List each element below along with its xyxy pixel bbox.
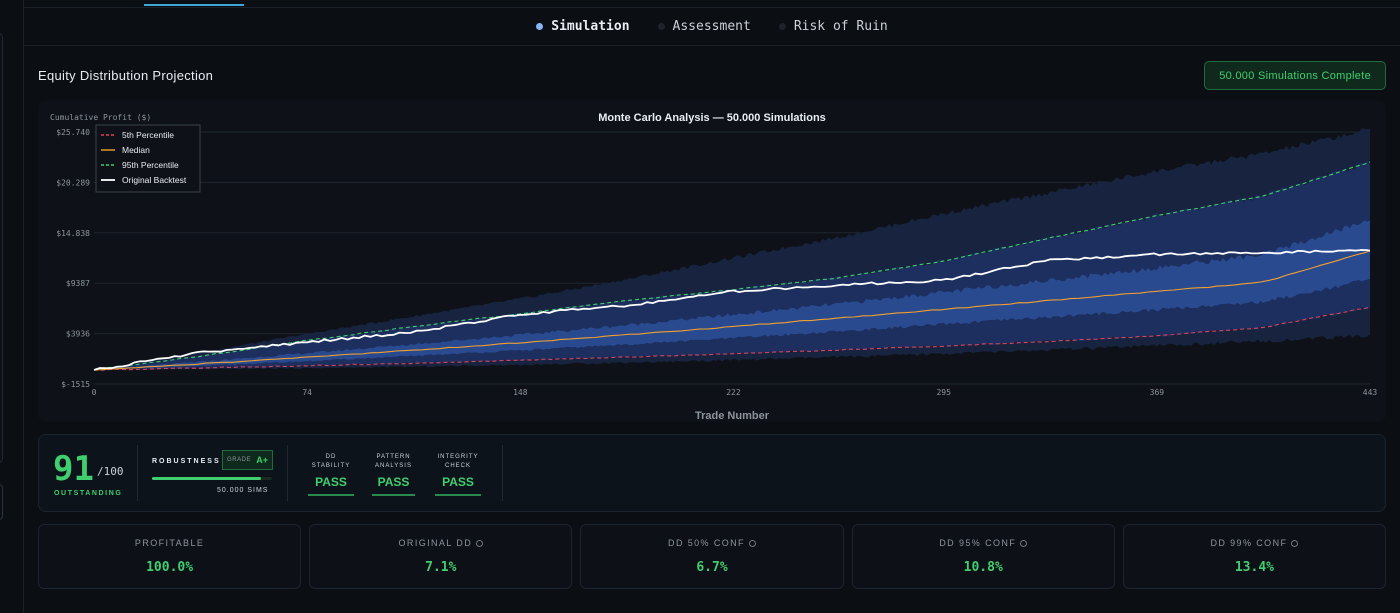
tab-label: Assessment [672, 19, 751, 34]
score-panel: 91 /100 OUTSTANDING ROBUSTNESS GRADE A+ … [38, 434, 1386, 512]
panel-divider [23, 0, 24, 613]
y-tick-label: $25.740 [56, 128, 90, 137]
info-icon[interactable] [476, 539, 484, 547]
stat-label: DD 99% CONF [1210, 538, 1288, 548]
y-tick-label: $-1515 [61, 380, 90, 389]
tab-dot-icon [536, 23, 544, 30]
check-result: PASS [442, 475, 474, 489]
tab-dot-icon [657, 23, 665, 30]
stat-dd-50-conf: DD 50% CONF 6.7% [580, 524, 844, 589]
left-panel [0, 0, 24, 613]
section-title: Equity Distribution Projection [38, 68, 214, 83]
x-tick-label: 148 [513, 388, 528, 397]
info-icon[interactable] [748, 539, 756, 547]
check-title: PATTERN ANALYSIS [375, 454, 412, 469]
x-tick-label: 0 [92, 388, 97, 397]
active-page-indicator [144, 4, 244, 6]
top-bar [24, 0, 1400, 8]
y-tick-label: $14.838 [56, 229, 90, 238]
divider [502, 445, 503, 501]
check-title: INTEGRITY CHECK [437, 454, 479, 469]
grade-prefix: GRADE [226, 457, 252, 463]
tab-label: Risk of Ruin [793, 19, 888, 34]
confidence-band [94, 160, 1370, 371]
chart-legend: 5th Percentile Median 95th Percentile Origi… [95, 124, 201, 193]
y-tick-label: $20.289 [56, 178, 90, 187]
tab-simulation[interactable]: Simulation [536, 19, 630, 34]
legend-label: 5th Percentile [122, 130, 174, 140]
stat-dd-99-conf: DD 99% CONF 13.4% [1122, 524, 1387, 589]
stat-label: ORIGINAL DD [398, 538, 473, 548]
robustness-progress-bar [152, 477, 272, 480]
check-underline [308, 494, 354, 496]
grade-value: A+ [256, 455, 269, 465]
stat-original-dd: ORIGINAL DD 7.1% [309, 524, 573, 589]
simulations-complete-badge: 50.000 Simulations Complete [1204, 61, 1386, 90]
chart-title: Monte Carlo Analysis — 50.000 Simulation… [598, 112, 826, 124]
check-pattern-analysis: PATTERN ANALYSIS PASS [372, 453, 415, 496]
x-axis-label: Trade Number [695, 410, 770, 422]
series-line-5th-percentile [93, 306, 1371, 371]
divider [287, 445, 288, 501]
simulations-count: 50.000 SIMS [217, 487, 269, 494]
series-line-original-backtest [93, 249, 1371, 371]
x-tick-label: 295 [936, 388, 951, 397]
legend-label: 95th Percentile [122, 160, 179, 170]
x-tick-label: 443 [1363, 388, 1378, 397]
y-axis-label: Cumulative Profit ($) [50, 113, 151, 122]
stat-dd-95-conf: DD 95% CONF 10.8% [851, 524, 1115, 589]
robustness-progress-fill [152, 477, 262, 480]
check-result: PASS [315, 475, 347, 489]
chart-card: $25.740 $20.289 $14.838 $9387 $3936 $-1515 0 74… [38, 100, 1386, 422]
score-denominator: /100 [97, 465, 124, 478]
tab-risk-of-ruin[interactable]: Risk of Ruin [778, 19, 888, 34]
stat-value: 100.0% [146, 560, 194, 575]
check-underline [372, 494, 415, 496]
tab-assessment[interactable]: Assessment [657, 19, 751, 34]
stat-value: 10.8% [963, 560, 1003, 575]
divider [137, 445, 138, 501]
left-panel-card [0, 32, 3, 464]
stat-value: 6.7% [696, 560, 728, 575]
check-integrity: INTEGRITY CHECK PASS [435, 453, 481, 496]
stat-label: DD 50% CONF [668, 538, 745, 548]
tab-bar: Simulation Assessment Risk of Ruin [24, 8, 1400, 46]
stat-profitable: PROFITABLE 100.0% [38, 524, 302, 589]
x-tick-label: 74 [302, 388, 312, 397]
tab-dot-icon [778, 23, 786, 30]
info-icon[interactable] [1020, 539, 1028, 547]
legend-label: Original Backtest [122, 175, 187, 185]
info-icon[interactable] [1291, 539, 1299, 547]
check-result: PASS [377, 475, 410, 489]
legend-label: Median [122, 145, 150, 155]
y-tick-label: $3936 [66, 330, 90, 339]
robustness-score: 91 [53, 449, 94, 489]
y-tick-label: $9387 [66, 279, 90, 288]
grade-badge: GRADE A+ [222, 450, 273, 470]
stat-value: 13.4% [1234, 560, 1274, 575]
stat-label: DD 95% CONF [939, 538, 1017, 548]
stat-value: 7.1% [425, 560, 457, 575]
x-tick-label: 222 [726, 388, 741, 397]
left-panel-button[interactable] [0, 484, 3, 520]
robustness-label: ROBUSTNESS [152, 458, 221, 465]
x-tick-label: 369 [1150, 388, 1165, 397]
check-dd-stability: DD STABILITY PASS [308, 453, 354, 496]
score-rating: OUTSTANDING [54, 490, 123, 497]
check-underline [435, 494, 481, 496]
check-title: DD STABILITY [311, 454, 351, 469]
series-line-median [93, 250, 1371, 371]
stat-label: PROFITABLE [134, 538, 205, 548]
tab-label: Simulation [551, 19, 630, 34]
stats-row: PROFITABLE 100.0% ORIGINAL DD 7.1% DD 50… [38, 524, 1387, 589]
